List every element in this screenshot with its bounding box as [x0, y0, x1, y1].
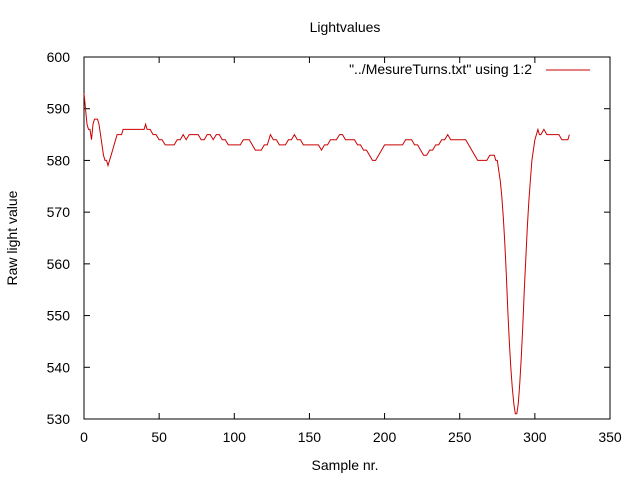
x-tick-label: 250: [448, 429, 472, 445]
x-tick-label: 50: [151, 429, 167, 445]
chart-title: Lightvalues: [310, 19, 381, 35]
y-tick-label: 550: [47, 308, 71, 324]
x-tick-label: 200: [373, 429, 397, 445]
y-tick-label: 580: [47, 152, 71, 168]
y-axis-title: Raw light value: [4, 190, 20, 285]
x-axis-title: Sample nr.: [312, 457, 379, 473]
y-axis-ticks: 530 540 550 560 570 580 590 600: [47, 49, 610, 427]
plot-frame: [83, 56, 611, 420]
x-tick-label: 150: [298, 429, 322, 445]
x-tick-label: 350: [598, 429, 622, 445]
series-line-mesureturns: [83, 93, 570, 415]
x-tick-label: 0: [80, 429, 88, 445]
x-tick-label: 300: [523, 429, 547, 445]
y-tick-label: 590: [47, 101, 71, 117]
y-tick-label: 570: [47, 204, 71, 220]
y-tick-label: 560: [47, 256, 71, 272]
y-tick-label: 540: [47, 359, 71, 375]
legend-label: "../MesureTurns.txt" using 1:2: [349, 61, 532, 77]
legend: "../MesureTurns.txt" using 1:2: [349, 61, 590, 77]
y-tick-label: 530: [47, 411, 71, 427]
x-tick-label: 100: [223, 429, 247, 445]
x-axis-ticks: 0 50 100 150 200 250 300 350: [80, 57, 622, 445]
y-tick-label: 600: [47, 49, 71, 65]
